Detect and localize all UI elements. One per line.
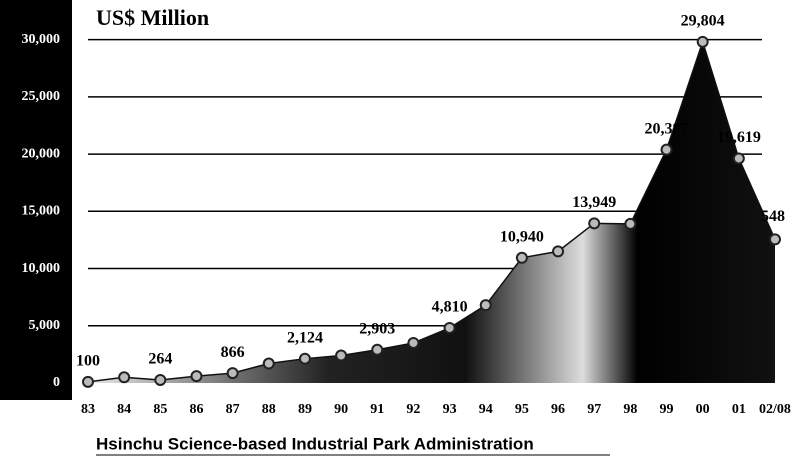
chart-title: US$ Million bbox=[96, 5, 209, 30]
x-tick-label: 94 bbox=[479, 402, 493, 417]
value-label: 4,810 bbox=[432, 299, 468, 316]
marker bbox=[696, 35, 709, 48]
value-label: 19,619 bbox=[717, 129, 761, 146]
marker bbox=[190, 370, 203, 383]
x-tick-label: 96 bbox=[551, 402, 565, 417]
x-tick-label: 83 bbox=[81, 402, 95, 417]
y-tick-label: 25,000 bbox=[22, 89, 61, 104]
line bbox=[87, 39, 776, 383]
y-tick-label: 5,000 bbox=[29, 318, 61, 333]
y-tick-label: 15,000 bbox=[22, 204, 61, 219]
marker bbox=[588, 217, 601, 230]
marker bbox=[624, 217, 637, 230]
y-tick-label: 0 bbox=[53, 375, 60, 390]
value-label: 548 bbox=[761, 208, 785, 225]
value-label: 13,949 bbox=[572, 194, 616, 211]
area bbox=[88, 41, 775, 384]
value-label: 866 bbox=[221, 344, 245, 361]
marker bbox=[479, 299, 492, 312]
value-label: 10,940 bbox=[500, 228, 544, 245]
marker bbox=[154, 373, 167, 386]
x-tick-label: 91 bbox=[370, 402, 384, 417]
marker bbox=[769, 233, 781, 246]
x-tick-label: 87 bbox=[226, 402, 240, 417]
marker bbox=[407, 336, 420, 349]
value-label: 20,387 bbox=[645, 120, 689, 137]
x-tick-label: 98 bbox=[623, 402, 637, 417]
marker bbox=[262, 357, 275, 370]
marker bbox=[335, 349, 348, 362]
marker bbox=[515, 251, 528, 264]
value-label: 100 bbox=[76, 353, 100, 370]
left-strip bbox=[0, 0, 72, 400]
x-tick-label: 89 bbox=[298, 402, 312, 417]
x-tick-label: 84 bbox=[117, 402, 131, 417]
marker bbox=[371, 343, 384, 356]
x-tick-label: 92 bbox=[406, 402, 420, 417]
x-tick-label: 99 bbox=[660, 402, 674, 417]
value-label: 2,903 bbox=[359, 320, 395, 337]
marker bbox=[660, 143, 673, 156]
marker bbox=[226, 367, 239, 380]
y-tick-label: 10,000 bbox=[22, 261, 61, 276]
x-tick-label: 01 bbox=[732, 402, 746, 417]
value-label: 264 bbox=[148, 351, 172, 368]
marker bbox=[298, 352, 311, 365]
marker bbox=[443, 321, 456, 334]
x-tick-label: 00 bbox=[696, 402, 710, 417]
marker bbox=[732, 152, 745, 165]
marker bbox=[82, 375, 94, 388]
marker bbox=[552, 245, 565, 258]
x-tick-label: 02/08 bbox=[759, 402, 791, 417]
x-tick-label: 86 bbox=[189, 402, 203, 417]
x-tick-label: 88 bbox=[262, 402, 276, 417]
x-tick-label: 97 bbox=[587, 402, 601, 417]
x-tick-label: 85 bbox=[153, 402, 167, 417]
source: Hsinchu Science-based Industrial Park Ad… bbox=[96, 434, 534, 453]
value-label: 2,124 bbox=[287, 329, 323, 346]
marker bbox=[118, 371, 131, 384]
y-tick-label: 30,000 bbox=[22, 32, 61, 47]
x-tick-label: 93 bbox=[443, 402, 457, 417]
x-tick-label: 90 bbox=[334, 402, 348, 417]
x-tick-label: 95 bbox=[515, 402, 529, 417]
value-label: 29,804 bbox=[681, 13, 725, 30]
y-tick-label: 20,000 bbox=[22, 146, 61, 161]
